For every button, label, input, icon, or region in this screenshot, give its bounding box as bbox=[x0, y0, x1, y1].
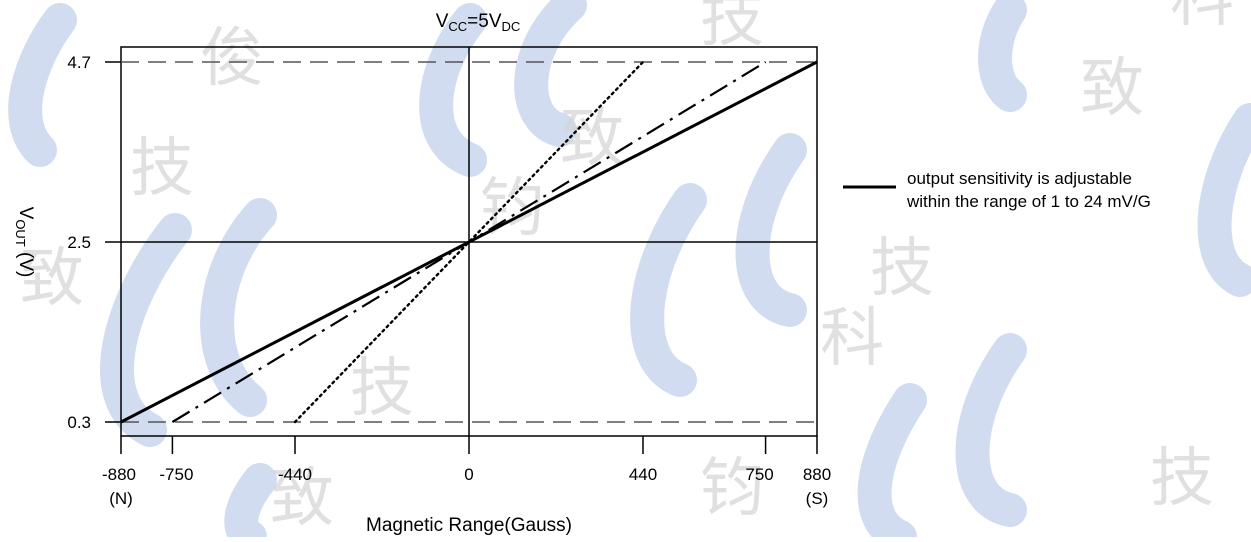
y-tick-label: 4.7 bbox=[67, 53, 91, 72]
x-tick-label: -750 bbox=[159, 465, 193, 484]
x-tick-sublabel: (N) bbox=[109, 489, 133, 508]
svg-text:致: 致 bbox=[20, 242, 84, 316]
x-tick-label: 0 bbox=[464, 465, 473, 484]
chart-title: VCC=5VDC bbox=[436, 11, 521, 34]
y-tick-label: 2.5 bbox=[67, 233, 91, 252]
svg-text:技: 技 bbox=[130, 132, 194, 206]
x-tick-label: 440 bbox=[629, 465, 657, 484]
svg-text:科: 科 bbox=[1170, 0, 1234, 36]
series-dotted-line bbox=[293, 60, 645, 424]
y-tick-label: 0.3 bbox=[67, 413, 91, 432]
svg-text:科: 科 bbox=[820, 302, 884, 376]
y-ticks: 0.3 2.5 4.7 bbox=[67, 53, 121, 432]
series-dashdot-line bbox=[171, 61, 767, 423]
x-tick-label: 880 bbox=[803, 465, 831, 484]
x-axis-label: Magnetic Range(Gauss) bbox=[366, 515, 572, 536]
x-ticks: -880 (N) -750 -440 0 440 750 880 (S) bbox=[102, 436, 831, 508]
x-tick-sublabel: (S) bbox=[806, 489, 829, 508]
watermark: 俊 技 致 钧 致 技 技 科 技 致 科 技 钧 致 bbox=[8, 0, 1251, 542]
legend-text-line1: output sensitivity is adjustable bbox=[907, 169, 1132, 188]
svg-text:致: 致 bbox=[1080, 52, 1144, 126]
reference-lines bbox=[121, 61, 817, 423]
x-tick-label: 750 bbox=[745, 465, 773, 484]
legend-text-line2: within the range of 1 to 24 mV/G bbox=[906, 192, 1151, 211]
y-axis-label: VOUT (V) bbox=[13, 207, 36, 278]
svg-text:技: 技 bbox=[350, 352, 414, 426]
svg-text:技: 技 bbox=[1150, 442, 1214, 516]
series-lines bbox=[120, 60, 818, 424]
svg-text:技: 技 bbox=[870, 232, 934, 306]
svg-text:致: 致 bbox=[270, 462, 334, 536]
svg-text:俊: 俊 bbox=[200, 22, 264, 96]
svg-text:致: 致 bbox=[560, 102, 624, 176]
svg-text:钧: 钧 bbox=[700, 452, 764, 526]
x-tick-label: -440 bbox=[278, 465, 312, 484]
x-tick-label: -880 bbox=[102, 465, 136, 484]
